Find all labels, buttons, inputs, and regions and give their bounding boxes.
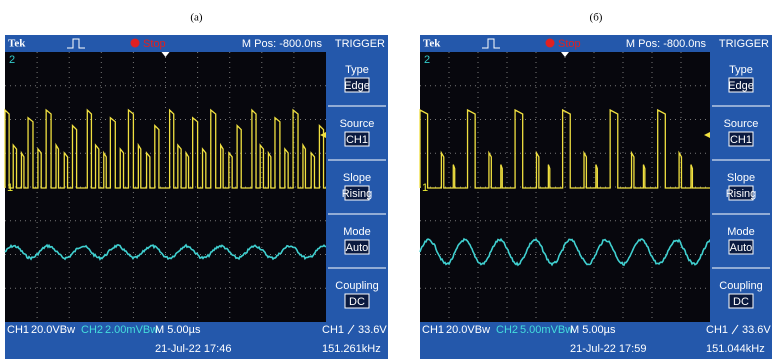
timebase: M 5.00µs bbox=[570, 324, 616, 336]
stop-dot bbox=[131, 39, 140, 48]
menu-name: Type bbox=[345, 64, 369, 76]
trig-source: CH1 bbox=[322, 324, 344, 336]
menu-name: Mode bbox=[343, 226, 371, 238]
ch1-scale: 20.0VBw bbox=[31, 324, 75, 336]
ch2-scale: 5.00mVBw bbox=[520, 324, 573, 336]
date: 21-Jul-22 17:59 bbox=[570, 343, 646, 355]
ch2-marker: 2 bbox=[424, 54, 430, 66]
ch1-scale: 20.0VBw bbox=[446, 324, 490, 336]
menu-name: Coupling bbox=[719, 280, 762, 292]
state: Stop bbox=[143, 38, 166, 50]
menu-name: Type bbox=[729, 64, 753, 76]
menu-title: TRIGGER bbox=[335, 38, 385, 50]
ch1-label: CH1 bbox=[422, 324, 444, 336]
panel-label: (a) bbox=[190, 12, 203, 24]
menu-value: CH1 bbox=[346, 134, 368, 146]
menu-value: CH1 bbox=[730, 134, 752, 146]
menu-name: Source bbox=[340, 118, 375, 130]
menu-value: DC bbox=[733, 296, 749, 308]
brand: Tek bbox=[8, 38, 26, 50]
ch2-label: CH2 bbox=[496, 324, 518, 336]
trig-level: 33.6V bbox=[358, 324, 387, 336]
menu-value: Rising bbox=[726, 188, 757, 200]
ch2-label: CH2 bbox=[81, 324, 103, 336]
menu-name: Slope bbox=[727, 172, 755, 184]
stop-dot bbox=[546, 39, 555, 48]
timebase: M 5.00µs bbox=[155, 324, 201, 336]
position: M Pos: -800.0ns bbox=[242, 38, 323, 50]
menu-value: DC bbox=[349, 296, 365, 308]
ch1-label: CH1 bbox=[7, 324, 29, 336]
ch2-marker: 2 bbox=[9, 54, 15, 66]
brand: Tek bbox=[423, 38, 441, 50]
ch2-scale: 2.00mVBw bbox=[105, 324, 158, 336]
state: Stop bbox=[558, 38, 581, 50]
menu-name: Slope bbox=[343, 172, 371, 184]
menu-title: TRIGGER bbox=[719, 38, 769, 50]
menu-name: Coupling bbox=[335, 280, 378, 292]
menu-value: Edge bbox=[344, 80, 370, 92]
menu-value: Auto bbox=[730, 242, 753, 254]
freq: 151.261kHz bbox=[322, 343, 381, 355]
freq: 151.044kHz bbox=[706, 343, 765, 355]
menu-name: Mode bbox=[727, 226, 755, 238]
menu-value: Auto bbox=[346, 242, 369, 254]
panel-label: (б) bbox=[590, 12, 603, 24]
trig-source: CH1 bbox=[706, 324, 728, 336]
header-bar bbox=[5, 35, 388, 52]
menu-value: Edge bbox=[728, 80, 754, 92]
date: 21-Jul-22 17:46 bbox=[155, 343, 231, 355]
figure: (a)TekStopM Pos: -800.0nsTRIGGER21TypeEd… bbox=[0, 0, 772, 359]
trig-level: 33.6V bbox=[742, 324, 771, 336]
position: M Pos: -800.0ns bbox=[626, 38, 707, 50]
menu-name: Source bbox=[724, 118, 759, 130]
menu-value: Rising bbox=[342, 188, 373, 200]
